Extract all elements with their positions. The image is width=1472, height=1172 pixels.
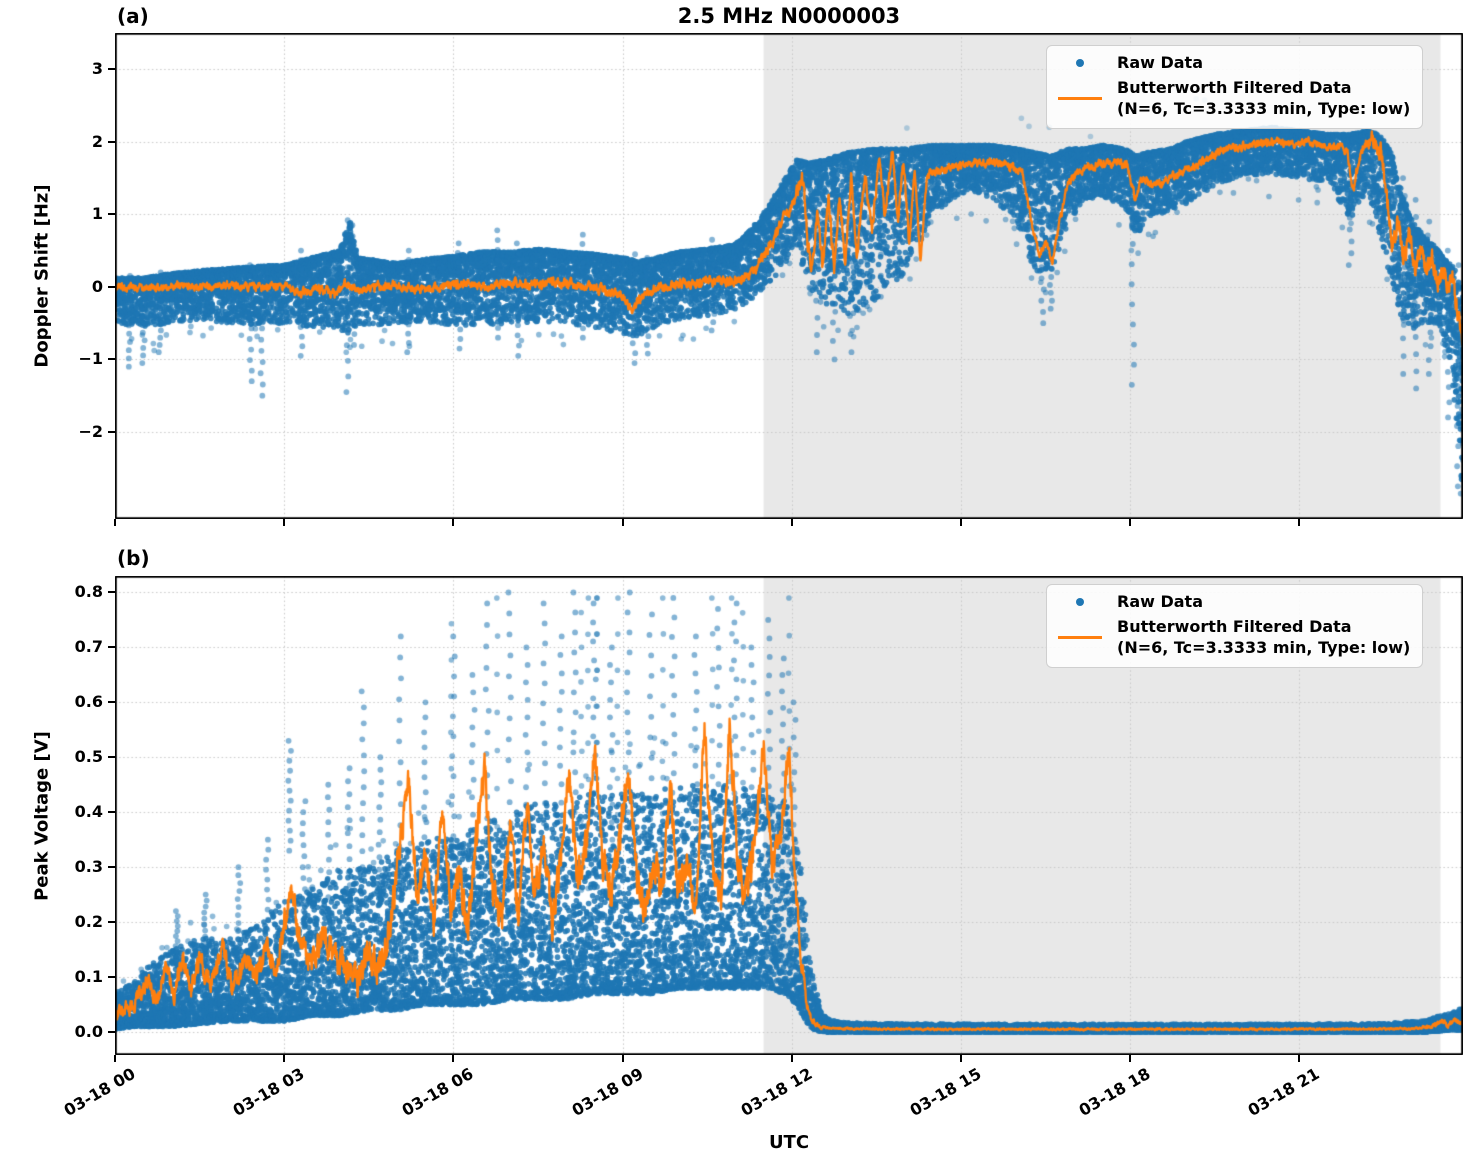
y-tick-mark: [108, 213, 115, 216]
filtered-line-marker-icon: [1055, 97, 1105, 101]
y-tick-mark: [108, 756, 115, 759]
x-tick-mark: [1298, 1055, 1301, 1062]
x-tick-mark: [452, 1055, 455, 1062]
y-tick-mark: [108, 701, 115, 704]
legend-raw-label: Raw Data: [1117, 53, 1203, 72]
legend-raw-label: Raw Data: [1117, 592, 1203, 611]
x-tick-label: 03-18 03: [229, 1064, 308, 1120]
raw-data-dot-marker-icon: [1055, 598, 1105, 607]
y-tick-mark: [108, 1030, 115, 1033]
x-tick-mark: [283, 1055, 286, 1062]
x-tick-label: 03-18 06: [398, 1064, 477, 1120]
y-tick-mark: [108, 68, 115, 71]
x-tick-mark: [1298, 519, 1301, 526]
y-tick-label: 0.1: [74, 966, 103, 986]
chart-title: 2.5 MHz N0000003: [677, 4, 901, 28]
y-tick-mark: [108, 285, 115, 288]
x-tick-mark: [960, 519, 963, 526]
x-tick-label: 03-18 12: [737, 1064, 816, 1120]
x-tick-mark: [790, 519, 793, 526]
y-tick-label: 0.4: [74, 802, 103, 822]
y-tick-label: 2: [91, 131, 103, 151]
x-tick-mark: [1129, 1055, 1132, 1062]
panel-a-legend: Raw Data Butterworth Filtered Data (N=6, …: [1046, 45, 1424, 130]
y-tick-mark: [108, 591, 115, 594]
y-tick-label: 3: [91, 59, 103, 79]
x-tick-mark: [114, 519, 116, 526]
legend-entry-filtered-data: Butterworth Filtered Data (N=6, Tc=3.3333…: [1055, 617, 1410, 659]
legend-filtered-sublabel: (N=6, Tc=3.3333 min, Type: low): [1117, 637, 1411, 657]
x-tick-label: 03-18 00: [60, 1064, 139, 1120]
legend-filtered-label: Butterworth Filtered Data: [1117, 77, 1352, 97]
panel-a-label: (a): [117, 4, 149, 28]
y-tick-mark: [108, 646, 115, 649]
x-tick-label: 03-18 21: [1245, 1064, 1323, 1120]
filtered-line-marker-icon: [1055, 636, 1105, 640]
x-tick-mark: [621, 519, 624, 526]
x-tick-mark: [452, 519, 455, 526]
legend-entry-filtered-data: Butterworth Filtered Data (N=6, Tc=3.3333…: [1055, 78, 1410, 120]
y-tick-mark: [108, 358, 115, 361]
y-tick-label: 0.0: [74, 1021, 103, 1041]
y-tick-mark: [108, 975, 115, 978]
y-tick-label: 0: [91, 276, 103, 296]
x-tick-mark: [960, 1055, 963, 1062]
x-tick-mark: [790, 1055, 793, 1062]
y-tick-mark: [108, 140, 115, 143]
y-tick-label: 0.2: [74, 912, 103, 932]
y-tick-label: 0.3: [74, 857, 103, 877]
x-tick-mark: [1129, 519, 1132, 526]
x-tick-mark: [621, 1055, 624, 1062]
y-tick-label: 0.8: [74, 582, 103, 602]
panel-b-label: (b): [117, 546, 150, 570]
x-axis-label: UTC: [768, 1132, 810, 1153]
legend-entry-raw-data: Raw Data: [1055, 53, 1410, 74]
y-tick-mark: [108, 921, 115, 924]
x-tick-label: 03-18 18: [1075, 1064, 1154, 1120]
x-tick-mark: [283, 519, 286, 526]
legend-filtered-sublabel: (N=6, Tc=3.3333 min, Type: low): [1117, 98, 1411, 118]
x-tick-label: 03-18 15: [906, 1064, 985, 1120]
y-tick-label: −2: [78, 421, 103, 441]
raw-data-dot-marker-icon: [1055, 59, 1105, 68]
panel-b-legend: Raw Data Butterworth Filtered Data (N=6, …: [1046, 584, 1424, 669]
y-tick-label: 0.5: [74, 747, 103, 767]
x-tick-mark: [114, 1055, 116, 1062]
y-tick-label: 0.7: [74, 637, 103, 657]
x-tick-label: 03-18 09: [568, 1064, 647, 1120]
y-tick-label: −1: [78, 349, 103, 369]
y-tick-mark: [108, 811, 115, 814]
legend-filtered-label: Butterworth Filtered Data: [1117, 616, 1352, 636]
y-tick-mark: [108, 430, 115, 433]
y-tick-label: 0.6: [74, 692, 103, 712]
legend-entry-raw-data: Raw Data: [1055, 592, 1410, 613]
y-tick-label: 1: [91, 204, 103, 224]
y-tick-mark: [108, 866, 115, 869]
